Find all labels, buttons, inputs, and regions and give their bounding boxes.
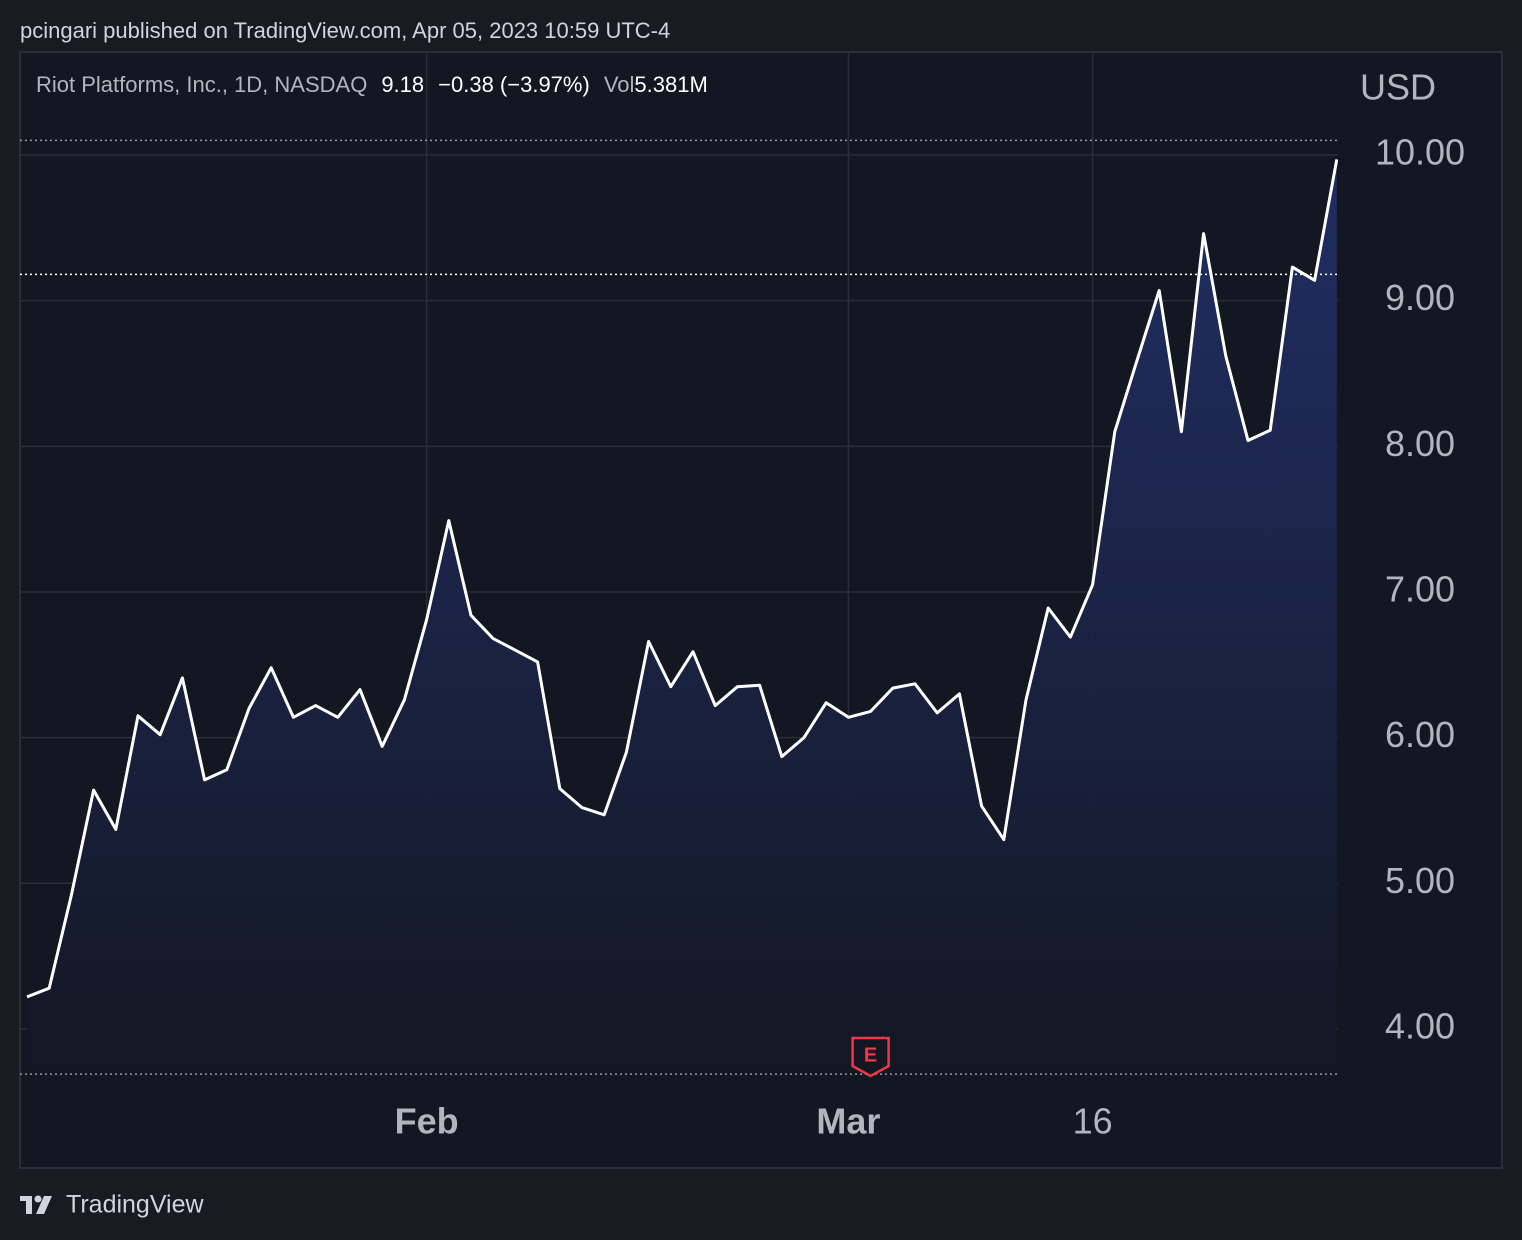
- brand: TradingView: [66, 1191, 205, 1219]
- brand-logo: [20, 1195, 52, 1214]
- earnings-badge: [851, 1036, 890, 1078]
- y-tick-label: 8.00: [1385, 423, 1455, 464]
- earnings-label: E: [864, 1044, 877, 1066]
- price-line: [26, 159, 1338, 999]
- y-tick-label: 6.00: [1385, 714, 1455, 755]
- x-tick-label: Mar: [816, 1101, 880, 1142]
- x-tick-label: Feb: [395, 1101, 459, 1142]
- currency: USD: [1360, 67, 1436, 108]
- y-tick-label: 7.00: [1385, 568, 1455, 609]
- volume: 5.381M: [634, 72, 707, 97]
- last-price: 9.18: [381, 72, 424, 97]
- area-fill: [27, 159, 1337, 1082]
- published-line: pcingari published on TradingView.com, A…: [20, 18, 670, 43]
- volume-label: Vol: [604, 72, 635, 97]
- y-tick-label: 10.00: [1375, 132, 1465, 173]
- price-change: −0.38 (−3.97%): [438, 72, 590, 97]
- y-tick-label: 5.00: [1385, 860, 1455, 901]
- x-tick-label: 16: [1073, 1101, 1113, 1142]
- y-tick-label: 4.00: [1385, 1005, 1455, 1046]
- symbol: Riot Platforms, Inc., 1D, NASDAQ: [36, 72, 367, 97]
- y-tick-label: 9.00: [1385, 277, 1455, 318]
- series: [26, 159, 1338, 1082]
